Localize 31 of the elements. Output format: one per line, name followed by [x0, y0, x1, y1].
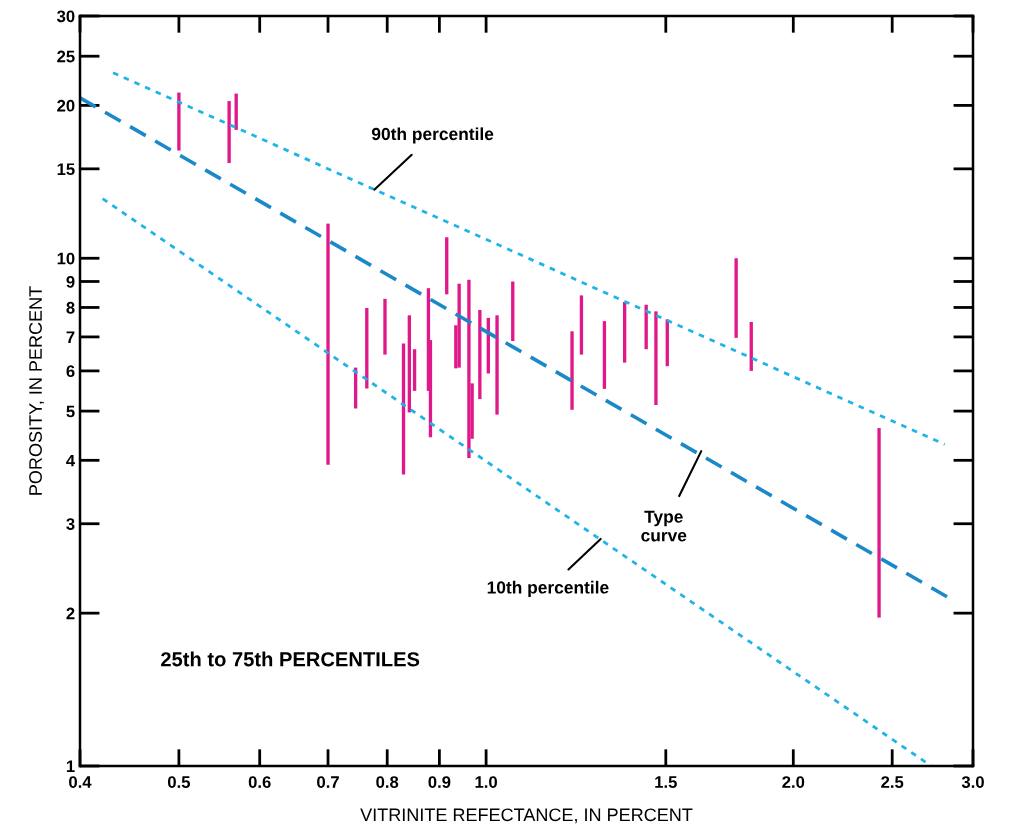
y-tick-label: 4 [66, 454, 76, 467]
x-tick-label: 2.0 [782, 776, 805, 788]
annotation: Type curve [641, 510, 687, 542]
y-tick-label: 9 [66, 275, 75, 288]
y-tick-label: 7 [66, 331, 75, 343]
y-tick-label: 8 [66, 301, 75, 314]
x-tick-label: 1.0 [475, 776, 497, 788]
x-tick-label: 0.5 [167, 776, 191, 788]
x-tick-label: 1.5 [655, 776, 677, 788]
x-tick-label: 0.6 [248, 776, 271, 788]
y-tick-label: 1 [66, 760, 75, 773]
x-tick-label: 2.5 [881, 776, 904, 788]
y-tick-label: 5 [66, 405, 75, 418]
x-tick-label: 0.4 [69, 776, 92, 788]
x-tick-label: 0.9 [428, 776, 451, 788]
x-axis-title: VITRINITE REFECTANCE, IN PERCENT [360, 808, 693, 824]
y-axis-title: POROSITY, IN PERCENT [29, 286, 45, 495]
annotation: 90th percentile [371, 127, 494, 144]
y-tick-label: 6 [66, 365, 75, 378]
y-tick-label: 15 [57, 163, 75, 176]
y-tick-label: 30 [56, 10, 75, 23]
y-tick-label: 3 [66, 518, 75, 530]
annotation: 25th to 75th PERCENTILES [161, 651, 420, 667]
x-tick-label: 3.0 [961, 776, 984, 788]
x-tick-label: 0.8 [376, 776, 399, 788]
y-tick-label: 25 [57, 50, 75, 63]
y-tick-label: 20 [57, 99, 75, 112]
y-tick-label: 2 [66, 607, 75, 620]
x-tick-label: 0.7 [317, 776, 339, 788]
y-tick-label: 10 [57, 252, 75, 265]
annotation: 10th percentile [487, 580, 609, 598]
